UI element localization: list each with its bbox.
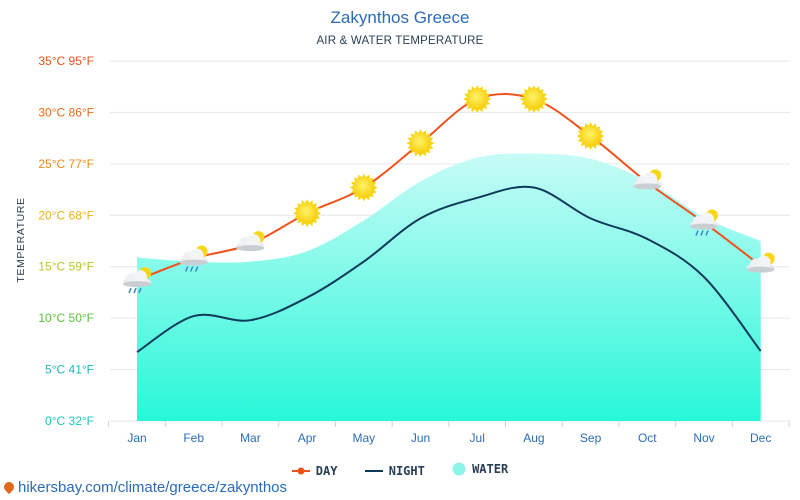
cloud-shape [643,172,658,187]
water-area [137,153,761,421]
axes: 0°C 32°F 5°C 41°F 10°C 50°F 15°C 59°F 20°C 6… [38,54,790,445]
sun-disc [580,126,601,147]
night-series-line [136,185,762,353]
x-tick-label: Feb [183,431,204,445]
cloud-rain-sun-icon [123,267,151,294]
rain-drop [695,230,699,236]
sun-icon [349,173,378,202]
cloud-shape [246,234,261,249]
sun-icon [293,199,322,228]
source-text: hikersbay.com/climate/greece/zakynthos [18,479,288,496]
cloud-rain-sun-icon [690,209,718,236]
sun-icon [463,85,492,114]
x-tick-label: Nov [693,431,714,445]
y-tick-label: 15°C 59°F [38,260,94,274]
x-tick-label: Oct [638,431,657,445]
cloud-shadow [236,245,265,252]
cloud-sun-icon [633,169,662,190]
y-tick-label: 25°C 77°F [38,157,94,171]
cloud-sun-icon [236,231,265,252]
cloud-sun-icon [746,252,775,273]
rain-drop [705,230,709,236]
y-tick-label: 0°C 32°F [45,414,94,428]
weather-icons [123,85,775,294]
sun-disc [467,89,488,110]
y-tick-label: 20°C 68°F [38,208,94,222]
legend-water-label: WATER [472,462,509,476]
cloud-shadow [746,266,775,273]
source-link[interactable]: hikersbay.com/climate/greece/zakynthos [1,479,288,496]
sun-icon [519,85,548,114]
legend-item-water[interactable]: WATER [452,462,508,476]
cloud-shadow [633,183,662,190]
x-tick-label: Dec [750,431,771,445]
x-tick-label: May [352,431,375,445]
cloud-shape [700,212,714,227]
water-area-fill [137,153,761,421]
x-tick-label: Jan [127,431,146,445]
legend-day-swatch [291,467,310,475]
rain-drop [700,230,704,236]
rain-drop [128,287,132,294]
sun-disc [353,177,374,198]
cloud-shadow [123,281,151,288]
rain-drop [185,266,189,272]
legend-item-night[interactable]: NIGHT [364,464,425,478]
x-tick-label: Sep [580,431,602,445]
legend-item-day[interactable]: DAY [291,464,338,478]
rain-drop [138,287,142,294]
y-axis-label: TEMPERATURE [15,197,27,282]
y-tick-label: 35°C 95°F [38,54,94,68]
legend-water-swatch [452,462,466,476]
chart-subtitle: AIR & WATER TEMPERATURE [316,35,484,47]
cloud-shadow [179,259,208,266]
rain-drop [133,287,137,294]
sun-disc [297,203,318,224]
rain-drop [190,266,194,272]
cloud-shape [189,248,204,263]
y-tick-label: 10°C 50°F [38,311,94,325]
rain-drop [195,266,199,272]
y-tick-label: 30°C 86°F [38,105,94,119]
x-tick-label: Aug [523,431,544,445]
cloud-shape [133,270,147,285]
x-tick-label: Jul [470,431,485,445]
cloud-shape [756,255,771,270]
legend-day-label: DAY [315,464,338,478]
chart-title: Zakynthos Greece [330,8,470,27]
sun-disc [410,133,431,154]
legend-night-label: NIGHT [388,464,425,478]
legend-night-swatch [364,470,383,472]
legend: DAY NIGHT WATER [0,462,800,479]
sun-disc [523,89,544,110]
x-tick-label: Apr [298,431,317,445]
x-tick-label: Mar [240,431,261,445]
sun-icon [406,129,435,158]
x-tick-label: Jun [411,431,430,445]
location-pin-icon [1,479,17,494]
cloud-shadow [690,223,718,230]
y-tick-label: 5°C 41°F [45,363,94,377]
cloud-rain-sun-icon [179,245,208,272]
sun-icon [576,122,605,151]
